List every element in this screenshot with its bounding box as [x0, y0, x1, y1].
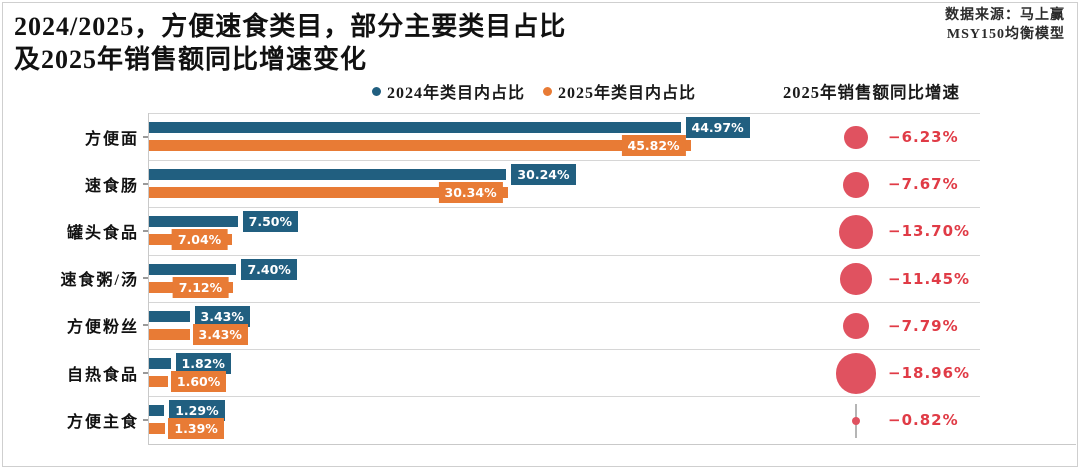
page-title: 2024/2025，方便速食类目，部分主要类目占比 及2025年销售额同比增速变…	[14, 10, 566, 76]
chart-row: 1.82% 1.60% −18.96%	[149, 348, 980, 396]
growth-bubble	[844, 125, 868, 150]
bar-2024	[149, 216, 238, 228]
growth-value: −7.79%	[888, 316, 959, 335]
bar-label-2025: 30.34%	[438, 182, 503, 204]
legend-item-2024: 2024年类目内占比	[372, 79, 525, 103]
growth-value: −0.82%	[888, 411, 959, 430]
bar-2024	[149, 310, 190, 322]
category-label-text: 方便面	[84, 130, 139, 148]
category-label-text: 速食肠	[84, 177, 139, 195]
growth-bubble	[838, 214, 874, 250]
source-line-2: MSY150均衡模型	[946, 27, 1065, 42]
bar-label-2025: 45.82%	[621, 135, 686, 156]
bar-2025	[149, 187, 508, 199]
growth-value: −6.23%	[888, 128, 959, 147]
chart-panel: 44.97% 45.82% −6.23% 30.24% 30.34% −7.67% 7.50…	[148, 113, 980, 444]
title-line-1: 2024/2025，方便速食类目，部分主要类目占比	[14, 12, 567, 41]
axis-tick	[143, 135, 148, 138]
bar-2025	[149, 375, 168, 387]
bar-label-2025: 3.43%	[192, 323, 248, 345]
category-label-text: 方便主食	[66, 413, 139, 431]
data-source: 数据来源：马上赢 MSY150均衡模型	[945, 6, 1065, 44]
growth-bubble	[851, 416, 861, 425]
bar-label-2024: 7.40%	[241, 258, 297, 280]
category-label: 速食粥/汤	[0, 255, 148, 302]
axis-tick	[143, 229, 148, 232]
bar-label-2024: 30.24%	[511, 164, 576, 186]
bar-2024	[149, 405, 165, 417]
growth-value: −7.67%	[888, 175, 959, 194]
category-label-text: 方便粉丝	[66, 319, 139, 337]
axis-tick	[143, 324, 148, 327]
bar-2024	[149, 122, 681, 133]
title-line-2: 及2025年销售额同比增速变化	[14, 45, 368, 74]
chart-row: 1.29% 1.39% −0.82%	[149, 396, 980, 443]
growth-bubble	[840, 263, 872, 295]
chart-row: 30.24% 30.34% −7.67%	[149, 160, 980, 207]
chart-row: 3.43% 3.43% −7.79%	[149, 301, 980, 349]
bar-label-2024: 44.97%	[685, 117, 750, 138]
axis-tick	[143, 418, 148, 421]
bar-label-2024: 1.29%	[169, 400, 225, 422]
legend-dot-2025-icon	[543, 86, 553, 96]
bar-label-2025: 7.12%	[172, 276, 229, 298]
x-axis-line	[148, 443, 1076, 445]
category-label: 方便面	[0, 113, 148, 160]
bar-label-2025: 1.60%	[170, 370, 227, 392]
growth-value: −18.96%	[888, 364, 971, 383]
bar-label-2025: 1.39%	[168, 418, 224, 440]
bar-label-2024: 7.50%	[242, 211, 299, 233]
bar-2025	[149, 423, 166, 435]
legend-item-2025: 2025年类目内占比	[543, 79, 696, 103]
legend-dot-2024-icon	[372, 86, 381, 96]
category-axis: 方便面速食肠罐头食品速食粥/汤方便粉丝自热食品方便主食	[0, 113, 148, 443]
bar-2025	[149, 328, 190, 340]
legend-label-2024: 2024年类目内占比	[387, 85, 526, 102]
growth-value: −11.45%	[888, 269, 971, 288]
growth-bubble	[843, 171, 869, 198]
bar-label-2025: 7.04%	[171, 229, 228, 251]
category-label-text: 罐头食品	[66, 224, 139, 242]
category-label-text: 速食粥/汤	[60, 272, 139, 290]
chart-row: 7.40% 7.12% −11.45%	[149, 254, 980, 302]
legend: 2024年类目内占比 2025年类目内占比	[372, 79, 696, 103]
chart-row: 7.50% 7.04% −13.70%	[149, 207, 980, 254]
growth-value: −13.70%	[888, 222, 971, 241]
bar-2024	[149, 169, 507, 181]
bar-label-2024: 3.43%	[194, 305, 250, 327]
axis-tick	[143, 371, 148, 374]
chart-row: 44.97% 45.82% −6.23%	[149, 113, 980, 160]
growth-column-header: 2025年销售额同比增速	[783, 83, 960, 102]
bar-label-2024: 1.82%	[175, 352, 231, 374]
axis-tick	[143, 182, 148, 185]
category-label: 自热食品	[0, 349, 148, 396]
source-line-1: 数据来源：马上赢	[945, 8, 1065, 23]
category-label-text: 自热食品	[66, 366, 139, 384]
legend-label-2025: 2025年类目内占比	[558, 85, 697, 102]
axis-tick	[143, 277, 148, 280]
bar-2025	[149, 140, 691, 151]
category-label: 方便粉丝	[0, 302, 148, 349]
bar-2024	[149, 263, 237, 275]
category-label: 方便主食	[0, 396, 148, 443]
category-label: 速食肠	[0, 160, 148, 207]
category-label: 罐头食品	[0, 207, 148, 254]
growth-bubble	[843, 313, 869, 340]
growth-bubble	[835, 353, 877, 394]
bar-2024	[149, 357, 171, 369]
